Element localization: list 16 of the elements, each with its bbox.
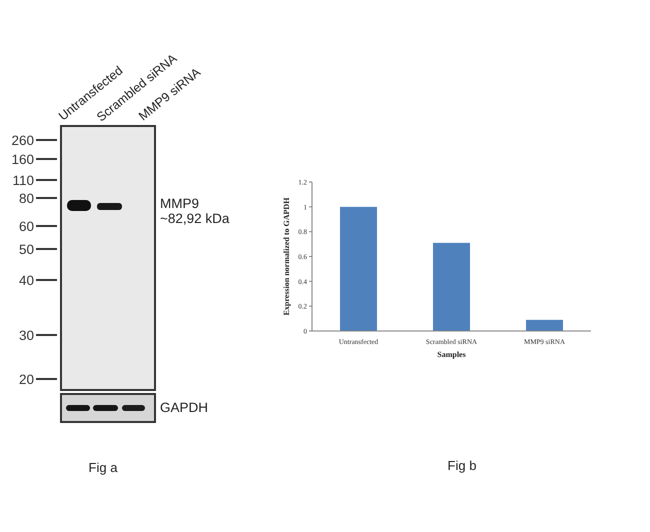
text: 40	[18, 273, 34, 288]
text: MMP9	[160, 196, 200, 211]
text: Fig b	[446, 458, 478, 473]
y-axis-title: Expression normalized to GAPDH	[282, 196, 291, 316]
text: 30	[18, 328, 34, 343]
text: 110	[12, 173, 34, 188]
text: GAPDH	[160, 400, 208, 415]
text: 50	[18, 242, 34, 257]
text: 160	[11, 152, 34, 167]
text: 60	[18, 219, 34, 234]
text: 20	[18, 372, 34, 387]
text: Fig a	[88, 460, 118, 475]
text: 80	[18, 191, 34, 206]
x-axis-title: Samples	[437, 350, 466, 359]
text: ~82,92 kDa	[160, 211, 230, 226]
text: 260	[11, 133, 34, 148]
